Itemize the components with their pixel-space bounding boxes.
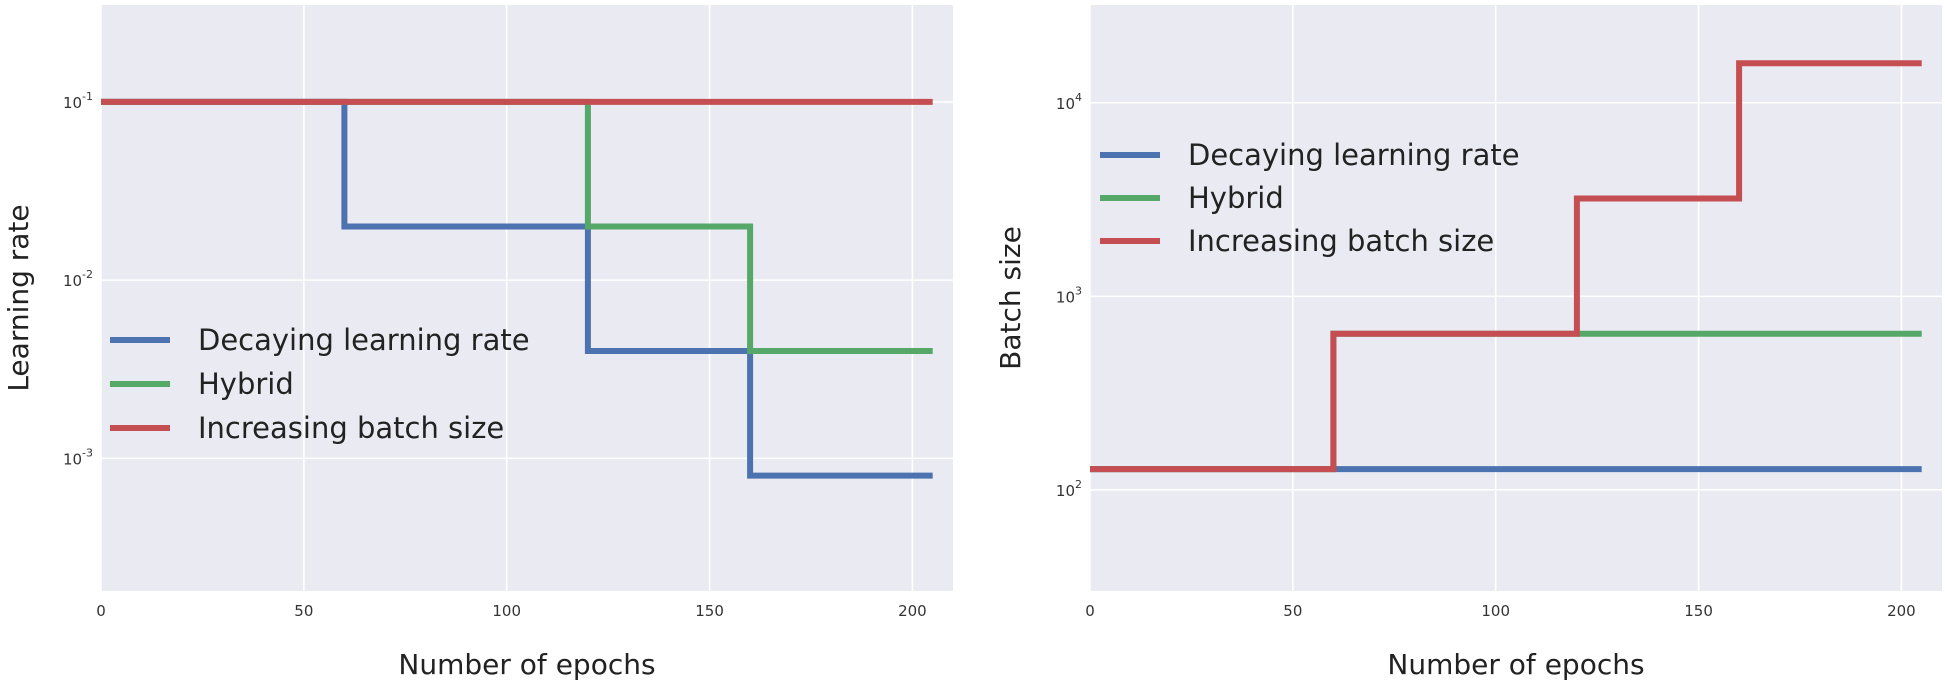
y-tick-exponent: -3 xyxy=(82,446,93,459)
y-tick-label: 104 xyxy=(1056,91,1082,113)
y-axis-label: Learning rate xyxy=(2,204,35,391)
y-tick-base: 10 xyxy=(63,272,82,290)
x-tick-label: 0 xyxy=(96,602,106,620)
x-tick-label: 50 xyxy=(1283,602,1302,620)
x-axis-label: Number of epochs xyxy=(398,648,655,681)
y-tick-base: 10 xyxy=(1056,288,1075,306)
x-tick-label: 150 xyxy=(695,602,724,620)
y-tick-label: 102 xyxy=(1056,478,1082,500)
series-line-decaying-learning-rate xyxy=(101,98,933,479)
grid xyxy=(1089,5,1942,591)
y-tick-base: 10 xyxy=(63,450,82,468)
series-group xyxy=(101,98,933,479)
legend-label: Decaying learning rate xyxy=(198,323,530,357)
y-tick-label: 10-2 xyxy=(63,268,93,290)
x-tick-label: 200 xyxy=(898,602,927,620)
legend-label: Hybrid xyxy=(1188,181,1284,215)
y-tick-base: 10 xyxy=(63,94,82,112)
x-tick-label: 200 xyxy=(1887,602,1916,620)
x-tick-label: 150 xyxy=(1684,602,1713,620)
y-tick-label: 10-3 xyxy=(63,446,93,468)
y-tick-exponent: -1 xyxy=(82,90,93,103)
legend-entry: Hybrid xyxy=(1100,181,1284,215)
y-tick-exponent: -2 xyxy=(82,268,93,281)
x-tick-labels: 0 50 100 150 200 xyxy=(1085,602,1916,620)
plot-area xyxy=(1090,5,1942,591)
legend-label: Decaying learning rate xyxy=(1188,138,1520,172)
series-group xyxy=(1090,60,1922,473)
x-axis-label: Number of epochs xyxy=(1387,648,1644,681)
y-tick-base: 10 xyxy=(1056,482,1075,500)
y-tick-exponent: 4 xyxy=(1075,91,1082,104)
x-tick-label: 0 xyxy=(1085,602,1095,620)
x-tick-label: 50 xyxy=(294,602,313,620)
legend-entry: Increasing batch size xyxy=(110,411,504,445)
y-tick-labels: 10-110-210-3 xyxy=(63,90,93,468)
legend-label: Hybrid xyxy=(198,367,294,401)
x-tick-label: 100 xyxy=(492,602,521,620)
legend: Decaying learning rate Hybrid Increasing b… xyxy=(1100,138,1520,258)
chart-learning-rate: 0 50 100 150 200 10-110-210-3 Decaying learn… xyxy=(2,5,953,681)
x-tick-label: 100 xyxy=(1481,602,1510,620)
plot-area xyxy=(101,5,953,591)
legend-entry: Increasing batch size xyxy=(1100,224,1494,258)
x-tick-labels: 0 50 100 150 200 xyxy=(96,602,927,620)
y-axis-label: Batch size xyxy=(994,226,1027,370)
y-tick-label: 103 xyxy=(1056,284,1082,306)
legend: Decaying learning rate Hybrid Increasing b… xyxy=(110,323,530,445)
legend-entry: Decaying learning rate xyxy=(110,323,530,357)
y-tick-exponent: 2 xyxy=(1075,478,1082,491)
legend-entry: Decaying learning rate xyxy=(1100,138,1520,172)
legend-label: Increasing batch size xyxy=(1188,224,1494,258)
legend-entry: Hybrid xyxy=(110,367,294,401)
y-tick-label: 10-1 xyxy=(63,90,93,112)
y-tick-exponent: 3 xyxy=(1075,284,1082,297)
legend-label: Increasing batch size xyxy=(198,411,504,445)
y-tick-base: 10 xyxy=(1056,95,1075,113)
series-line-increasing-batch-size xyxy=(1090,60,1922,473)
